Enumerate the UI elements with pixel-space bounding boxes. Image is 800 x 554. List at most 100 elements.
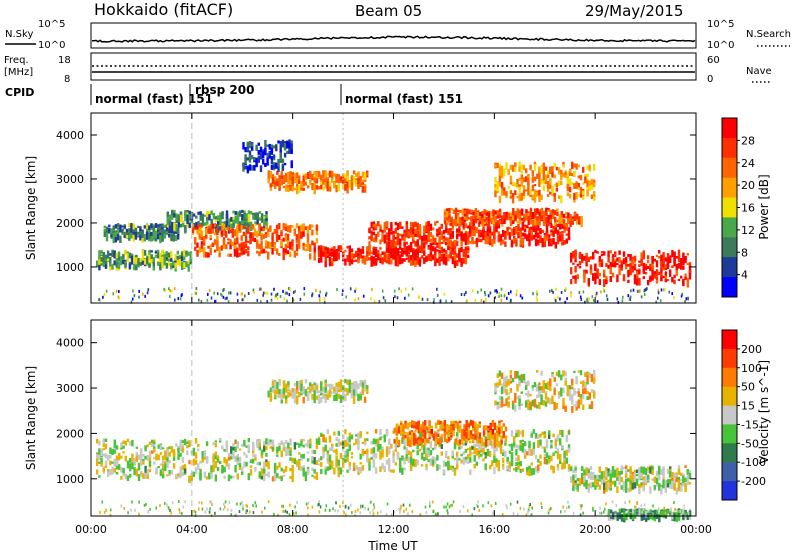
heatmap-cell xyxy=(256,440,259,448)
heatmap-cell xyxy=(533,382,537,388)
heatmap-cell xyxy=(268,155,271,159)
heatmap-cell xyxy=(582,404,585,410)
heatmap-cell xyxy=(298,244,301,250)
heatmap-cell xyxy=(355,386,358,395)
heatmap-cell xyxy=(286,291,288,295)
heatmap-cell xyxy=(102,438,105,444)
heatmap-cell xyxy=(511,193,515,198)
heatmap-cell xyxy=(331,443,334,447)
heatmap-cell xyxy=(520,165,523,169)
heatmap-cell xyxy=(138,289,140,293)
heatmap-cell xyxy=(306,172,310,179)
heatmap-cell xyxy=(293,232,296,236)
heatmap-cell xyxy=(408,436,412,440)
heatmap-cell xyxy=(302,444,305,448)
heatmap-cell xyxy=(130,225,133,230)
heatmap-cell xyxy=(630,289,632,293)
heatmap-cell xyxy=(326,466,329,471)
heatmap-cell xyxy=(593,179,596,188)
heatmap-cell xyxy=(579,397,583,405)
heatmap-cell xyxy=(588,406,591,410)
heatmap-cell xyxy=(658,271,661,276)
heatmap-cell xyxy=(388,438,391,446)
heatmap-cell xyxy=(248,140,252,149)
heatmap-cell xyxy=(429,242,433,251)
heatmap-cell xyxy=(409,221,413,227)
heatmap-cell xyxy=(346,245,349,249)
heatmap-cell xyxy=(509,181,513,185)
heatmap-cell xyxy=(222,237,226,241)
heatmap-cell xyxy=(288,287,290,290)
heatmap-cell xyxy=(163,224,167,228)
heatmap-cell xyxy=(440,231,443,239)
heatmap-cell xyxy=(566,297,568,301)
heatmap-cell xyxy=(363,450,367,454)
heatmap-cell xyxy=(573,192,576,200)
heatmap-cell xyxy=(306,451,310,454)
heatmap-cell xyxy=(463,216,467,222)
heatmap-cell xyxy=(137,462,141,471)
heatmap-cell xyxy=(267,471,270,478)
heatmap-cell xyxy=(586,396,589,400)
heatmap-cell xyxy=(283,152,287,158)
heatmap-cell xyxy=(317,246,321,254)
heatmap-cell xyxy=(515,448,518,456)
heatmap-cell xyxy=(476,212,480,219)
heatmap-cell xyxy=(150,223,153,228)
heatmap-cell xyxy=(132,231,135,236)
heatmap-cell xyxy=(115,260,118,268)
heatmap-cell xyxy=(436,258,439,263)
heatmap-cell xyxy=(442,259,446,264)
heatmap-cell xyxy=(225,244,228,250)
heatmap-cell xyxy=(684,300,686,304)
heatmap-cell xyxy=(517,445,520,450)
heatmap-cell xyxy=(111,461,114,464)
heatmap-cell xyxy=(450,420,453,425)
heatmap-cell xyxy=(434,458,437,464)
heatmap-cell xyxy=(545,212,548,217)
heatmap-cell xyxy=(205,441,209,447)
heatmap-cell xyxy=(496,425,499,432)
heatmap-cell xyxy=(328,186,332,192)
heatmap-cell xyxy=(606,297,609,301)
heatmap-cell xyxy=(298,386,301,391)
heatmap-cell xyxy=(300,456,303,461)
heatmap-cell xyxy=(287,384,290,388)
heatmap-cell xyxy=(366,256,369,261)
heatmap-cell xyxy=(544,401,548,407)
heatmap-cell xyxy=(390,245,393,250)
heatmap-cell xyxy=(496,405,499,410)
heatmap-cell xyxy=(200,300,203,304)
heatmap-cell xyxy=(326,460,329,464)
velocity-heatmap xyxy=(96,320,692,523)
heatmap-cell xyxy=(552,290,554,294)
heatmap-cell xyxy=(471,229,474,236)
heatmap-cell xyxy=(478,423,481,427)
heatmap-cell xyxy=(447,228,450,235)
heatmap-cell xyxy=(502,229,505,237)
heatmap-cell xyxy=(133,294,136,298)
heatmap-cell xyxy=(408,439,412,448)
heatmap-cell xyxy=(418,258,422,263)
heatmap-cell xyxy=(582,391,585,394)
heatmap-cell xyxy=(493,467,496,474)
heatmap-cell xyxy=(112,233,115,240)
heatmap-cell xyxy=(487,431,490,440)
heatmap-cell xyxy=(568,178,572,186)
heatmap-cell xyxy=(139,231,142,236)
heatmap-cell xyxy=(171,209,174,215)
heatmap-cell xyxy=(545,223,549,229)
heatmap-cell xyxy=(155,468,158,475)
heatmap-cell xyxy=(213,291,215,295)
heatmap-cell xyxy=(335,256,338,260)
heatmap-cell xyxy=(275,234,279,242)
heatmap-cell xyxy=(526,234,529,240)
heatmap-cell xyxy=(445,258,448,266)
heatmap-cell xyxy=(544,174,548,182)
heatmap-cell xyxy=(262,158,265,165)
heatmap-cell xyxy=(253,231,257,237)
heatmap-cell xyxy=(586,178,589,181)
heatmap-cell xyxy=(616,263,619,265)
heatmap-cell xyxy=(487,440,490,445)
heatmap-cell xyxy=(192,448,196,456)
